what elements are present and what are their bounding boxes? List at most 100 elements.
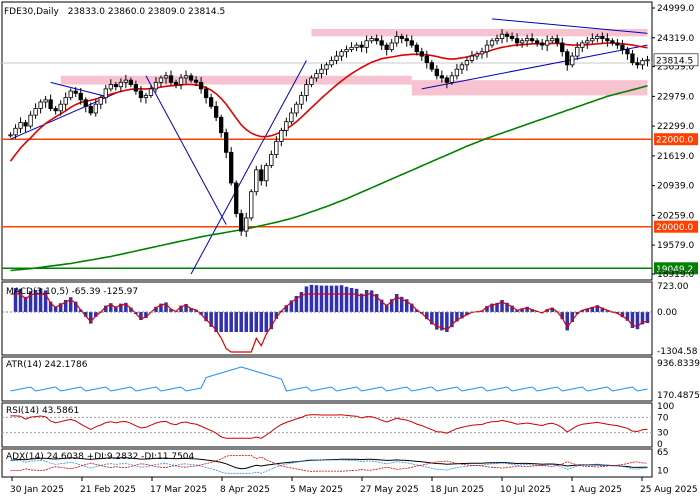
candle-body xyxy=(279,130,284,142)
pane-frame-4 xyxy=(1,448,653,478)
candle-body xyxy=(304,84,309,96)
rsi-tick: 30 xyxy=(657,429,669,439)
candle-body xyxy=(404,38,409,42)
macd-bar xyxy=(505,302,509,312)
macd-bar xyxy=(389,299,394,312)
macd-bar xyxy=(43,290,48,312)
macd-bar xyxy=(13,288,18,312)
macd-bar xyxy=(530,309,534,312)
candle-body xyxy=(640,60,645,66)
price-tick-label: 20939.0 xyxy=(657,182,694,192)
candle-body xyxy=(319,68,324,74)
price-tick-label: 21619.0 xyxy=(657,152,694,162)
macd-bar xyxy=(124,302,128,312)
macd-bar xyxy=(329,285,334,312)
macd-bar xyxy=(89,312,93,324)
date-tick-label: 17 Mar 2025 xyxy=(150,485,207,495)
atr-tick: 936.8339 xyxy=(657,359,700,369)
rsi-tick: 0 xyxy=(657,440,663,450)
candle-body xyxy=(289,112,294,123)
macd-bar xyxy=(379,299,384,312)
candle-body xyxy=(213,105,219,118)
candle-body xyxy=(459,64,465,70)
level-label: 20000.0 xyxy=(656,223,693,233)
candle-body xyxy=(103,88,108,99)
candle-body xyxy=(133,84,139,92)
candle-body xyxy=(444,77,450,83)
macd-bar xyxy=(154,306,158,312)
rsi-label: RSI(14) 43.5861 xyxy=(6,406,79,416)
trend-line xyxy=(50,81,106,97)
resistance-zone xyxy=(60,75,412,85)
macd-bar xyxy=(109,303,113,312)
date-axis: 30 Jan 2025 21 Feb 2025 17 Mar 2025 8 Apr 2… xyxy=(10,477,698,495)
candle-body xyxy=(414,44,419,53)
candle-body xyxy=(384,44,389,50)
candle-body xyxy=(379,40,384,46)
pane-frame-3 xyxy=(1,402,653,448)
macd-bar xyxy=(585,308,590,312)
candle-body xyxy=(13,127,18,136)
candle-body xyxy=(38,101,43,109)
adx-tick: 10 xyxy=(657,467,669,477)
macd-bar xyxy=(455,312,459,322)
candle-body xyxy=(193,79,199,83)
macd-bar xyxy=(465,312,469,316)
level-label: 22000.0 xyxy=(656,136,693,146)
macd-bar xyxy=(525,306,529,312)
di-minus-line xyxy=(10,454,648,472)
candle-body xyxy=(474,53,480,57)
macd-bar xyxy=(590,306,595,312)
candle-body xyxy=(389,42,394,50)
candle-body xyxy=(534,40,540,44)
macd-bar xyxy=(73,301,78,312)
macd-bar xyxy=(139,312,143,320)
macd-bar xyxy=(344,286,349,312)
candle-body xyxy=(78,92,83,101)
macd-bar xyxy=(495,302,499,312)
macd-bar xyxy=(635,312,640,330)
candle-body xyxy=(198,81,204,90)
macd-bar xyxy=(129,307,133,312)
candle-body xyxy=(83,99,88,107)
macd-tick: 723.00 xyxy=(657,282,689,292)
macd-bar xyxy=(430,312,434,325)
rsi-tick: 100 xyxy=(657,402,674,412)
macd-bar xyxy=(18,288,23,312)
macd-tick: -1304.58 xyxy=(657,347,698,357)
candle-body xyxy=(429,62,434,70)
candle-body xyxy=(504,33,510,37)
macd-bar xyxy=(354,288,359,312)
candle-body xyxy=(489,40,495,46)
candle-body xyxy=(324,64,329,70)
macd-bar xyxy=(144,312,148,318)
macd-bar xyxy=(53,306,58,312)
candle-body xyxy=(88,105,93,114)
macd-signal-line xyxy=(10,293,648,353)
date-tick-label: 1 Aug 2025 xyxy=(570,485,622,495)
candle-body xyxy=(540,42,545,46)
candle-body xyxy=(113,84,118,88)
macd-bar xyxy=(159,303,163,312)
candle-body xyxy=(274,140,279,155)
candle-body xyxy=(354,44,359,48)
macd-bar xyxy=(324,285,329,312)
candle-body xyxy=(208,97,214,107)
candle-body xyxy=(509,35,515,39)
macd-bar xyxy=(239,312,243,332)
macd-bar xyxy=(560,312,564,320)
price-tick-label: 18919.0 xyxy=(657,270,694,280)
sma-long-line xyxy=(10,85,648,272)
macd-bar xyxy=(224,312,228,332)
macd-tick: 0.00 xyxy=(657,308,677,318)
candle-body xyxy=(399,35,404,39)
candle-body xyxy=(630,53,635,64)
macd-bar xyxy=(605,310,610,312)
candle-body xyxy=(254,169,259,193)
candle-body xyxy=(33,108,38,116)
macd-bar xyxy=(179,305,183,312)
macd-bar xyxy=(28,291,33,312)
candle-body xyxy=(565,51,570,66)
candle-body xyxy=(73,90,78,94)
current-price-label: 23814.5 xyxy=(656,56,693,66)
